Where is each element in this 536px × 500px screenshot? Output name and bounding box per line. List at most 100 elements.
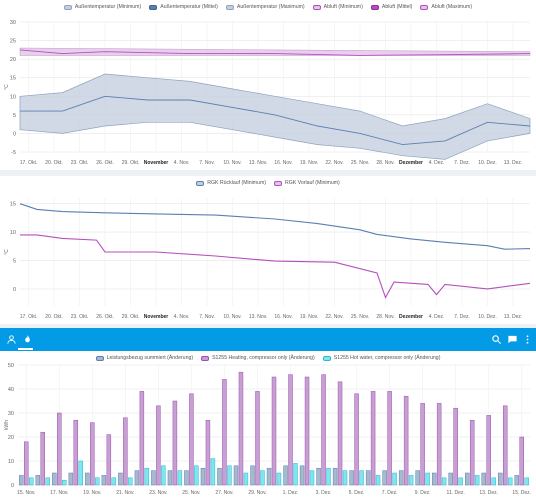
x-tick-label: 17. Nov. (50, 490, 68, 496)
x-tick-label: 25. Nov. (351, 314, 369, 320)
bar (156, 405, 161, 486)
y-tick-label: 15 (10, 202, 16, 208)
legend-label: Leistungsbezug summiert (Änderung) (106, 355, 194, 361)
x-tick-label: 13. Nov. (249, 160, 267, 166)
legend-item[interactable]: Außentemperatur (Mittel) (149, 4, 218, 10)
x-tick-label: 20. Okt. (45, 314, 63, 320)
bar (194, 465, 199, 486)
bar (90, 422, 95, 486)
bar (111, 477, 117, 486)
x-tick-label: 22. Nov. (325, 160, 343, 166)
bar (349, 470, 354, 486)
x-tick-label: 15. Dez. (512, 490, 531, 496)
legend-item[interactable]: Abluft (Mittel) (370, 4, 413, 10)
y-tick-label: 10 (8, 459, 14, 465)
legend-item[interactable]: Abluft (Minimum) (312, 4, 363, 10)
search-icon[interactable] (489, 332, 504, 347)
bar (458, 477, 463, 486)
bar (469, 419, 475, 486)
bar (85, 472, 90, 486)
y-tick-label: 15 (10, 76, 16, 82)
bar (486, 415, 491, 486)
y-tick-label: 50 (8, 363, 14, 369)
y-tick-label: 40 (8, 387, 14, 393)
bar (167, 470, 173, 486)
legend-item[interactable]: RGK Vorlauf (Minimum) (274, 180, 340, 186)
x-tick-label: 19. Nov. (83, 490, 101, 496)
legend-item[interactable]: S1255 Heating, compressor only (Änderung… (201, 355, 315, 361)
legend-label: Außentemperatur (Minimum) (74, 4, 142, 10)
bar (354, 393, 359, 486)
bar (118, 472, 123, 486)
bar (507, 477, 513, 486)
legend-swatch (196, 180, 205, 186)
bar (260, 470, 265, 486)
bar (128, 477, 133, 486)
legend-item[interactable]: Leistungsbezug summiert (Änderung) (95, 355, 194, 361)
y-tick-label: 5 (13, 259, 16, 265)
bar (255, 391, 260, 486)
x-tick-label: 19. Nov. (300, 160, 318, 166)
bar (106, 434, 112, 486)
bar (52, 472, 57, 486)
bar (387, 391, 392, 486)
series-line (20, 234, 531, 299)
x-tick-label: 4. Dez. (429, 314, 445, 320)
legend-item[interactable]: Außentemperatur (Minimum) (63, 4, 142, 10)
bar (403, 395, 409, 486)
bar (177, 470, 183, 486)
x-tick-label: 7. Nov. (199, 160, 214, 166)
y-tick-label: 30 (8, 411, 14, 417)
bar (502, 405, 508, 486)
x-tick-label: 26. Okt. (96, 160, 114, 166)
bar (342, 470, 348, 486)
bar (200, 467, 206, 486)
legend-item[interactable]: Außentemperatur (Maximum) (225, 4, 305, 10)
x-tick-label: 15. Nov. (17, 490, 35, 496)
legend-item[interactable]: S1255 Hot water, compressor only (Änderu… (322, 355, 440, 361)
x-tick-label: 19. Nov. (300, 314, 318, 320)
x-tick-label: 7. Dez. (454, 160, 470, 166)
more-vert-icon[interactable] (520, 332, 535, 347)
flame-icon[interactable] (20, 332, 35, 347)
x-tick-label: 1. Dez. (283, 490, 299, 496)
bar (382, 470, 387, 486)
chart-legend: Leistungsbezug summiert (Änderung) S1255 … (0, 355, 536, 369)
chat-icon[interactable] (505, 332, 520, 347)
x-tick-label: 27. Nov. (215, 490, 233, 496)
y-tick-label: 25 (10, 39, 16, 45)
bar (365, 470, 371, 486)
x-tick-label: 4. Nov. (174, 314, 189, 320)
x-tick-label: 13. Dez. (504, 314, 523, 320)
y-tick-label: -5 (11, 150, 16, 156)
legend-item[interactable]: RGK Rücklauf (Minimum) (196, 180, 266, 186)
legend-swatch (420, 4, 429, 10)
legend-label: Abluft (Mittel) (381, 4, 413, 10)
x-tick-label: 13. Nov. (249, 314, 267, 320)
x-tick-label: 16. Nov. (274, 160, 292, 166)
bar (448, 472, 453, 486)
active-tab-indicator (18, 348, 33, 350)
bar (95, 477, 100, 486)
x-tick-label: 28. Nov. (376, 160, 394, 166)
bar (514, 475, 520, 486)
x-tick-label: 10. Nov. (223, 160, 241, 166)
bar (78, 460, 84, 486)
bar (474, 475, 480, 486)
bar (288, 374, 293, 486)
legend-swatch (225, 4, 234, 10)
person-outline-icon[interactable] (4, 332, 19, 347)
legend-label: RGK Rücklauf (Minimum) (207, 180, 267, 186)
app-toolbar (0, 328, 536, 351)
legend-item[interactable]: Abluft (Maximum) (420, 4, 472, 10)
bar (144, 467, 150, 486)
bar (309, 470, 315, 486)
bar (465, 472, 470, 486)
bar (304, 376, 310, 486)
bar (481, 472, 486, 486)
x-tick-label: 28. Nov. (376, 314, 394, 320)
x-tick-label: 11. Dez. (447, 490, 465, 496)
bar (151, 470, 156, 486)
chart-temperatures: -5 0 5 10 15 20 25 30 17. Okt. 20. Okt. 23. Okt. 26… (4, 20, 531, 166)
x-tick-label: 23. Okt. (71, 314, 89, 320)
